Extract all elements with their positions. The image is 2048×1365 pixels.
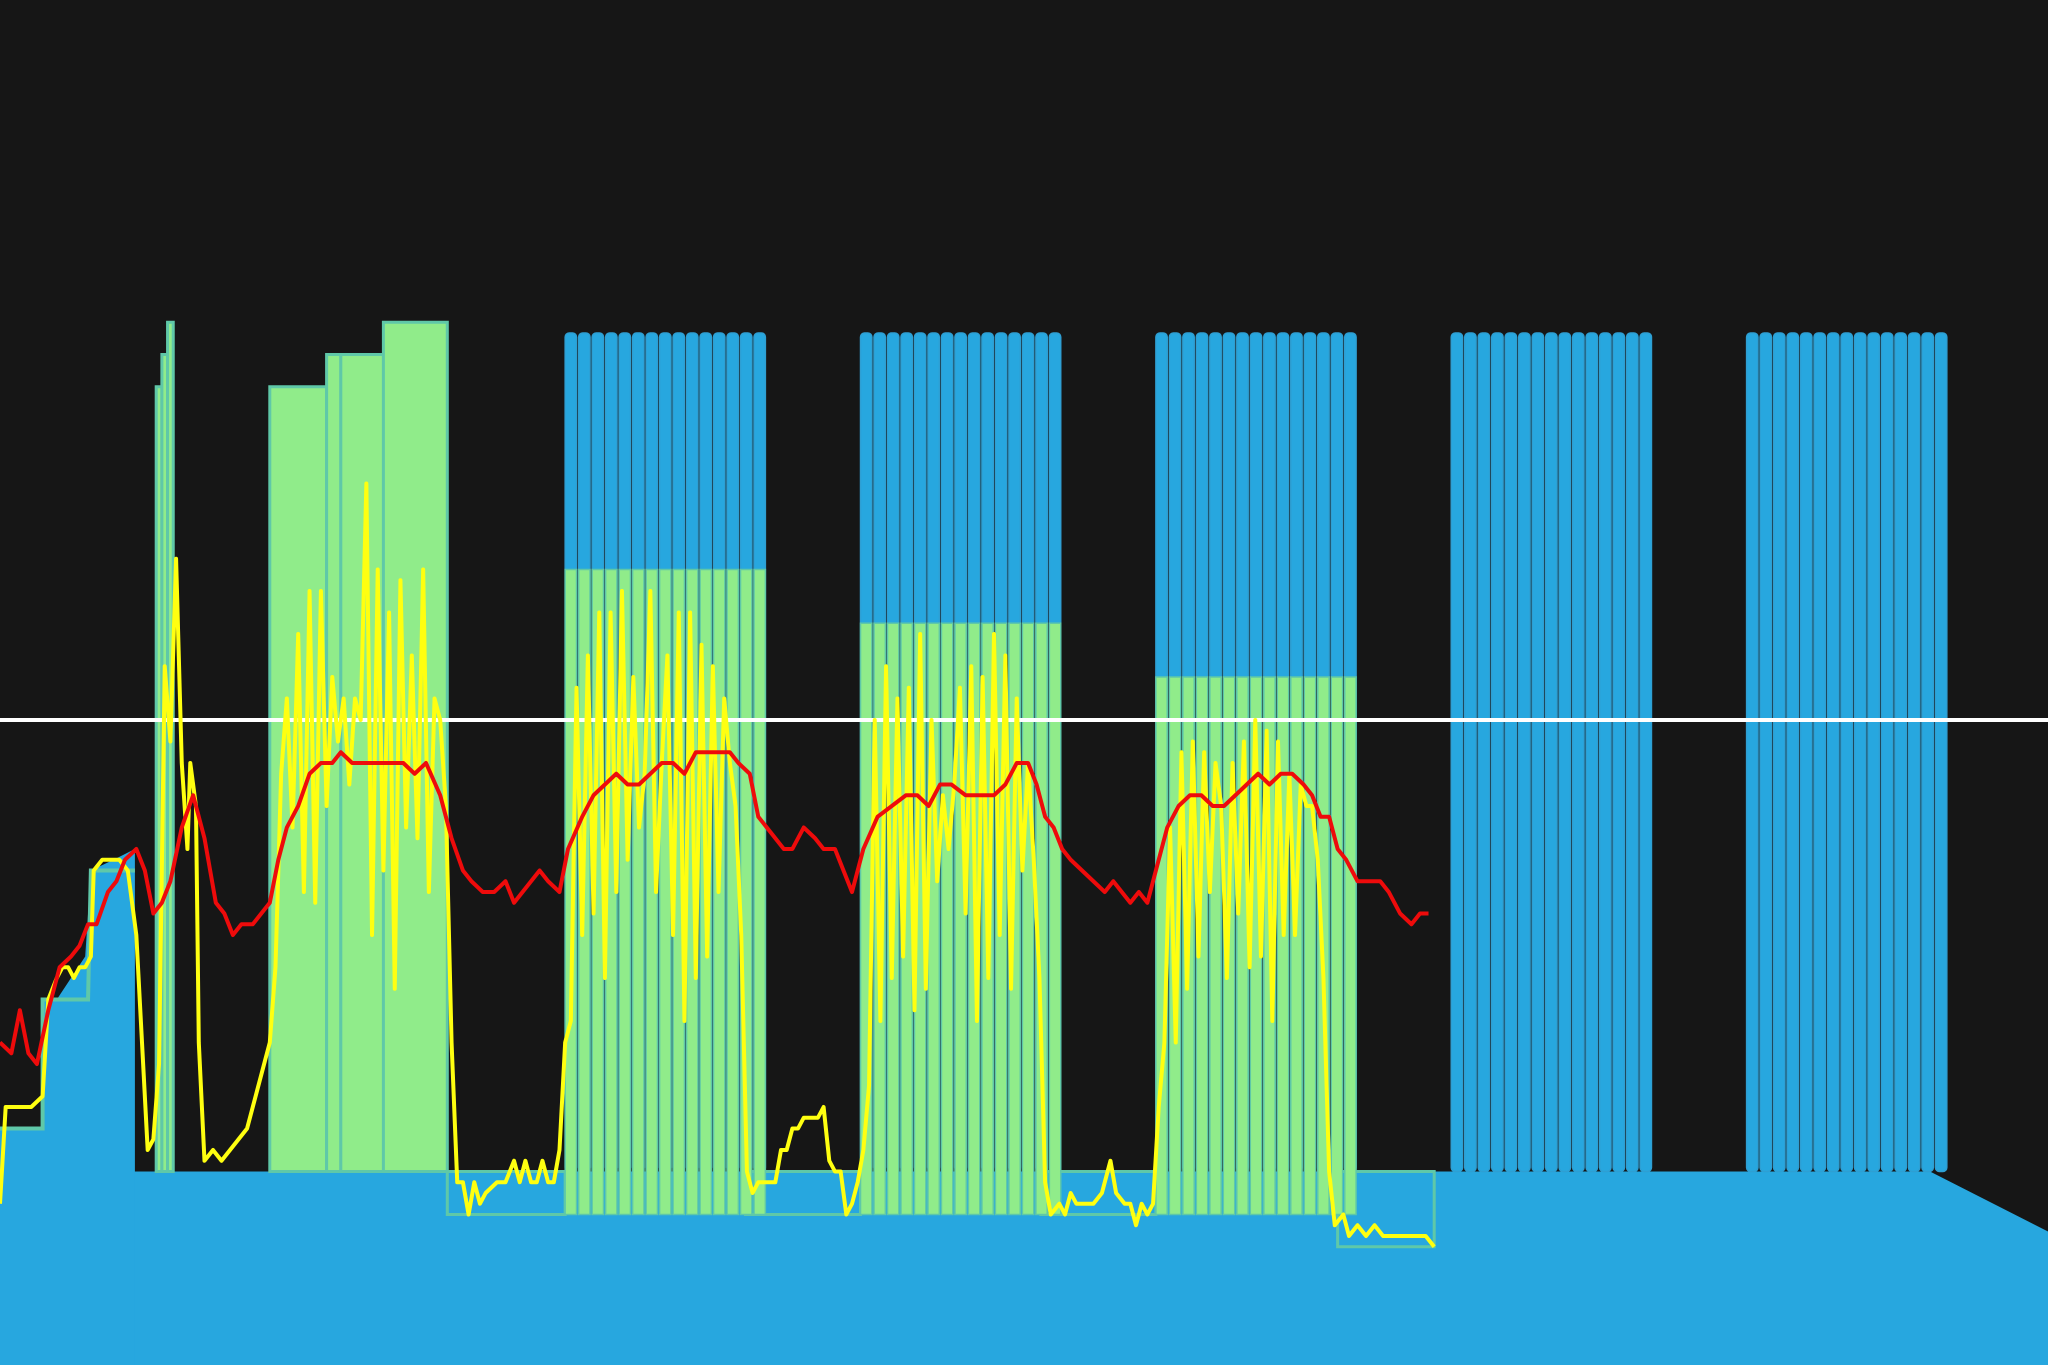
planned-interval-4-6: [1517, 332, 1531, 1173]
completed-interval-1-15: [753, 568, 767, 1216]
completed-interval-3-10: [1276, 676, 1290, 1216]
planned-interval-4-3: [1477, 332, 1491, 1173]
planned-interval-5-2: [1759, 332, 1773, 1173]
completed-interval-1-13: [726, 568, 740, 1216]
completed-interval-1-5: [618, 568, 632, 1216]
planned-interval-5-7: [1826, 332, 1840, 1173]
completed-interval-1-6: [631, 568, 645, 1216]
planned-interval-5-15: [1934, 332, 1948, 1173]
planned-interval-4-9: [1558, 332, 1572, 1173]
completed-interval-2-13: [1021, 622, 1035, 1216]
completed-interval-1-1: [564, 568, 578, 1216]
planned-interval-4-5: [1504, 332, 1518, 1173]
planned-interval-4-1: [1450, 332, 1464, 1173]
planned-interval-4-11: [1585, 332, 1599, 1173]
completed-interval-2-15: [1048, 622, 1062, 1216]
planned-interval-5-11: [1880, 332, 1894, 1173]
planned-interval-5-3: [1772, 332, 1786, 1173]
planned-interval-4-2: [1463, 332, 1477, 1173]
planned-interval-5-4: [1786, 332, 1800, 1173]
planned-interval-5-10: [1867, 332, 1881, 1173]
planned-interval-5-9: [1853, 332, 1867, 1173]
planned-interval-5-12: [1894, 332, 1908, 1173]
planned-interval-4-13: [1612, 332, 1626, 1173]
planned-interval-5-5: [1799, 332, 1813, 1173]
planned-interval-4-14: [1625, 332, 1639, 1173]
completed-interval-3-15: [1343, 676, 1357, 1216]
completed-interval-2-6: [927, 622, 941, 1216]
completed-interval-2-7: [940, 622, 954, 1216]
completed-block-4: [166, 320, 175, 1173]
planned-interval-5-14: [1921, 332, 1935, 1173]
planned-interval-5-8: [1840, 332, 1854, 1173]
heart-rate-line: [0, 750, 1429, 1066]
completed-interval-3-14: [1330, 676, 1344, 1216]
planned-interval-4-12: [1598, 332, 1612, 1173]
planned-interval-4-8: [1544, 332, 1558, 1173]
planned-baseline-area: [0, 1171, 2048, 1365]
completed-interval-3-11: [1290, 676, 1303, 1216]
completed-interval-3-12: [1303, 676, 1317, 1216]
planned-interval-4-10: [1571, 332, 1585, 1173]
planned-interval-5-6: [1813, 332, 1827, 1173]
planned-interval-4-15: [1639, 332, 1653, 1173]
planned-interval-4-4: [1490, 332, 1504, 1173]
cadence-line: [0, 481, 1436, 1248]
completed-interval-2-8: [954, 622, 968, 1216]
warmup-planned-area: [0, 849, 135, 1365]
planned-interval-4-7: [1531, 332, 1545, 1173]
planned-interval-5-1: [1745, 332, 1759, 1173]
completed-interval-3-5: [1209, 676, 1222, 1216]
warmup-completed-outline: [0, 868, 135, 1131]
series-lines-layer: [0, 481, 1436, 1248]
planned-interval-5-13: [1907, 332, 1921, 1173]
